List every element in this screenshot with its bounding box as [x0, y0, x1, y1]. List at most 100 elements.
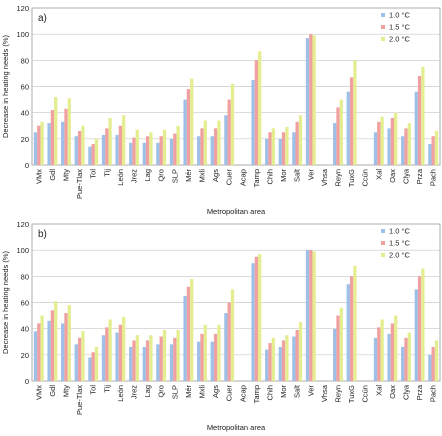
x-tick-label: Mty	[62, 385, 71, 397]
bar	[227, 302, 231, 381]
bar	[213, 333, 218, 381]
bar	[37, 323, 41, 381]
x-tick-label: Clya	[402, 384, 411, 400]
x-tick-label: Tol	[89, 385, 98, 395]
panel-label: a)	[38, 13, 47, 24]
x-tick-label: Pach	[429, 385, 438, 402]
x-tick-label: Lag	[143, 169, 152, 182]
bar	[197, 341, 201, 381]
x-tick-label: León	[116, 169, 125, 186]
bar	[278, 346, 282, 381]
x-tick-label: TuxG	[347, 385, 356, 403]
x-tick-label: Tamp	[252, 385, 261, 403]
bar	[40, 121, 44, 165]
x-tick-label: Acap	[238, 385, 247, 402]
bar	[183, 99, 187, 165]
x-tick-label: Cuer	[225, 385, 234, 402]
bar	[258, 254, 262, 381]
bar	[407, 332, 411, 381]
bar	[417, 76, 422, 165]
x-tick-label: TuxG	[347, 169, 356, 187]
bar	[227, 99, 231, 165]
bar	[169, 344, 174, 381]
bar	[394, 112, 398, 165]
bar	[129, 346, 133, 381]
x-tick-label: Oax	[388, 385, 397, 399]
bar	[339, 99, 343, 165]
bar	[387, 128, 391, 165]
bar	[122, 316, 126, 381]
bar	[349, 77, 354, 165]
bar	[401, 136, 405, 165]
bar	[61, 121, 65, 165]
x-tick-label: Ccún	[361, 169, 370, 187]
bar	[305, 250, 310, 381]
bar	[380, 116, 384, 165]
bar	[64, 108, 68, 165]
bar	[47, 123, 51, 165]
y-tick-label: 20	[21, 351, 29, 360]
bar	[271, 128, 275, 165]
bar	[91, 352, 95, 381]
bar	[37, 125, 41, 165]
legend-label: 2.0 °C	[389, 35, 411, 44]
bar	[190, 278, 194, 381]
legend-swatch	[381, 37, 385, 41]
x-tick-label: Ags	[211, 169, 220, 182]
bar	[333, 328, 337, 381]
bar	[176, 329, 180, 381]
bar	[94, 346, 99, 381]
x-tick-label: SLP	[170, 169, 179, 183]
bar	[268, 132, 272, 165]
x-tick-label: León	[116, 385, 125, 402]
bar	[230, 289, 235, 381]
x-tick-label: Vhsa	[320, 384, 329, 402]
bar	[224, 312, 228, 381]
bar	[159, 136, 163, 165]
legend-swatch	[381, 25, 385, 29]
bar	[353, 60, 357, 166]
bar	[390, 117, 395, 165]
x-tick-label: Reyn	[334, 169, 343, 187]
bar	[271, 337, 275, 381]
bar	[132, 340, 136, 381]
legend-label: 1.5 °C	[389, 23, 411, 32]
bar	[54, 301, 58, 381]
y-tick-label: 0	[25, 161, 29, 170]
bar	[210, 136, 214, 165]
bar	[169, 138, 174, 165]
bar	[115, 134, 119, 165]
y-tick-label: 100	[16, 30, 29, 39]
bar	[105, 128, 109, 165]
bar	[434, 340, 439, 381]
bar	[81, 125, 85, 165]
bar	[373, 132, 378, 165]
bar	[145, 136, 150, 165]
bar	[203, 324, 207, 381]
bar	[115, 332, 119, 381]
bar	[156, 142, 160, 165]
bar	[135, 335, 139, 381]
bar	[349, 276, 354, 381]
bar	[414, 91, 418, 165]
x-tick-label: Xal	[374, 385, 383, 396]
x-tick-label: Qro	[157, 169, 166, 182]
bar	[377, 327, 381, 381]
bar	[190, 78, 194, 165]
bar	[173, 337, 177, 381]
bar	[200, 128, 204, 165]
bar	[91, 144, 95, 165]
bar	[210, 341, 214, 381]
bar	[407, 123, 411, 165]
bar	[224, 115, 228, 165]
y-axis-label: Decrease in heating needs (%)	[1, 35, 10, 138]
legend-label: 2.0 °C	[389, 251, 411, 260]
panel-b: 0 20 40 60 80 100 120 Decrease in heating needs…	[1, 220, 441, 432]
bar	[346, 284, 350, 381]
x-tick-label: Oax	[388, 169, 397, 183]
x-tick-label: Prza	[415, 168, 424, 184]
bar	[162, 129, 167, 165]
bar	[203, 120, 207, 165]
bar	[251, 263, 255, 381]
y-tick-label: 120	[16, 220, 29, 229]
